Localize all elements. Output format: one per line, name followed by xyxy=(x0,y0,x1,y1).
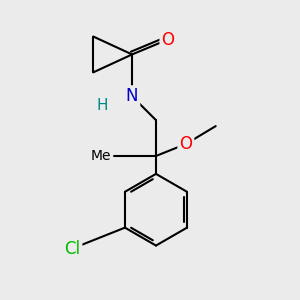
Text: Cl: Cl xyxy=(64,239,80,257)
Text: O: O xyxy=(179,135,192,153)
Text: O: O xyxy=(161,31,174,49)
Text: Me: Me xyxy=(91,149,111,163)
Text: N: N xyxy=(126,87,138,105)
Text: H: H xyxy=(97,98,108,113)
